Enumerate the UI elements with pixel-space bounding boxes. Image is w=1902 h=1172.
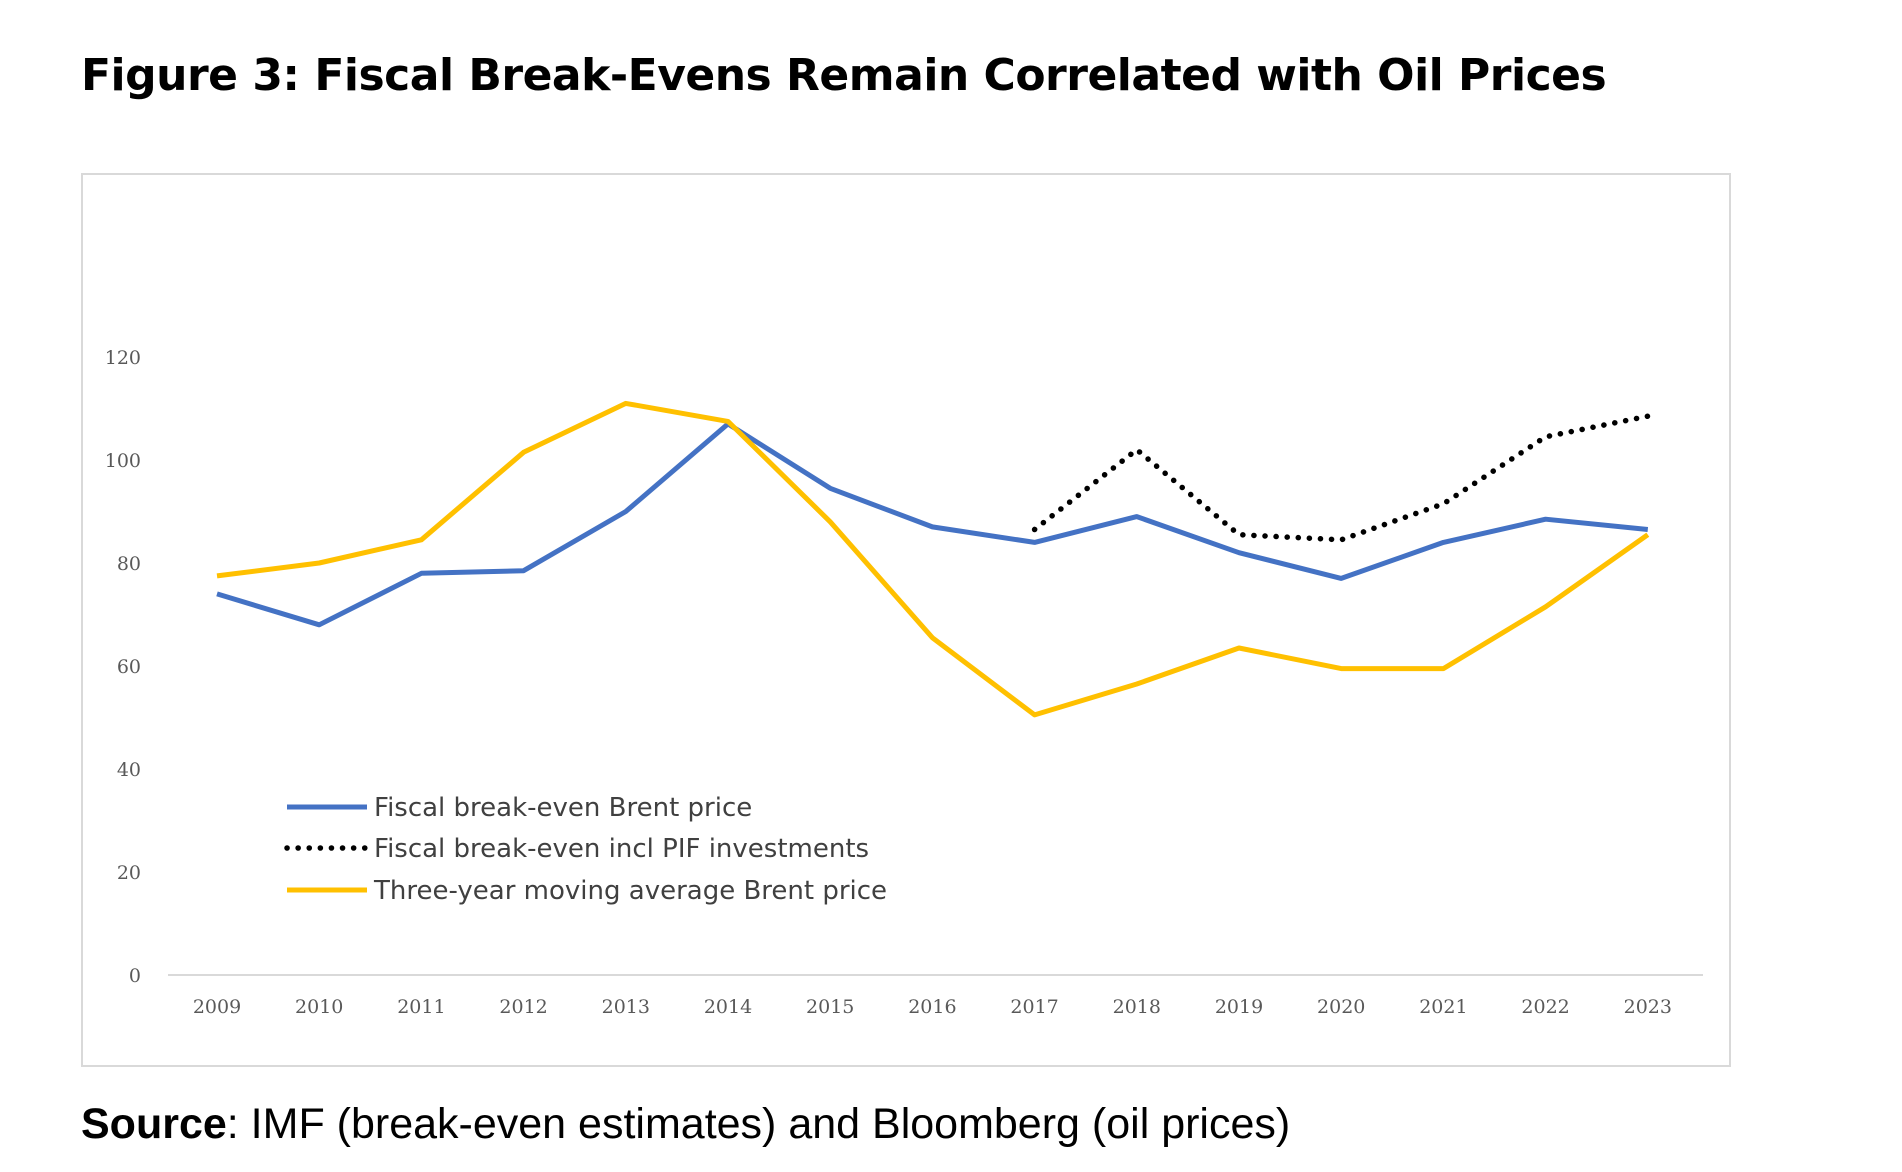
x-tick-label: 2023 bbox=[1624, 996, 1672, 1018]
x-axis-ticks: 2009 2010 2011 2012 2013 2014 2015 2016 2017 2018… bbox=[193, 996, 1672, 1018]
series-line-3 bbox=[216, 400, 1650, 718]
x-tick-label: 2014 bbox=[704, 996, 752, 1018]
series-line-2 bbox=[1031, 413, 1651, 543]
y-tick-label: 60 bbox=[117, 656, 141, 678]
y-tick-label: 40 bbox=[117, 759, 141, 781]
source-label: Source bbox=[81, 1100, 227, 1148]
series-line-1 bbox=[216, 421, 1649, 628]
y-tick-label: 100 bbox=[105, 450, 141, 472]
source-text: : IMF (break-even estimates) and Bloombe… bbox=[226, 1100, 1291, 1148]
series-lines bbox=[216, 400, 1651, 718]
y-tick-label: 0 bbox=[129, 965, 141, 987]
x-tick-label: 2016 bbox=[908, 996, 956, 1018]
y-tick-label: 20 bbox=[117, 862, 141, 884]
x-tick-label: 2011 bbox=[397, 996, 445, 1018]
legend-label: Three-year moving average Brent price bbox=[373, 876, 887, 906]
x-tick-label: 2013 bbox=[602, 996, 650, 1018]
x-tick-label: 2019 bbox=[1215, 996, 1263, 1018]
x-tick-label: 2015 bbox=[806, 996, 854, 1018]
x-tick-label: 2010 bbox=[295, 996, 343, 1018]
y-tick-label: 80 bbox=[117, 553, 141, 575]
line-chart: 0 20 40 60 80 100 120 2009 2010 2011 2012 2013 2014… bbox=[105, 347, 1703, 1018]
x-tick-label: 2009 bbox=[193, 996, 241, 1018]
legend-label: Fiscal break-even Brent price bbox=[374, 793, 752, 823]
x-tick-label: 2017 bbox=[1010, 996, 1058, 1018]
x-tick-label: 2021 bbox=[1419, 996, 1467, 1018]
x-tick-label: 2022 bbox=[1521, 996, 1569, 1018]
x-tick-label: 2012 bbox=[499, 996, 547, 1018]
figure-title: Figure 3: Fiscal Break-Evens Remain Corr… bbox=[81, 50, 1607, 101]
legend-label: Fiscal break-even incl PIF investments bbox=[374, 834, 869, 864]
chart-area: 0 20 40 60 80 100 120 2009 2010 2011 2012 2013 2014… bbox=[81, 173, 1731, 1067]
legend: Fiscal break-even Brent price Fiscal brea… bbox=[284, 793, 887, 906]
y-axis-ticks: 0 20 40 60 80 100 120 bbox=[105, 347, 141, 987]
x-tick-label: 2020 bbox=[1317, 996, 1365, 1018]
x-tick-label: 2018 bbox=[1113, 996, 1161, 1018]
source-note: Source: IMF (break-even estimates) and B… bbox=[81, 1100, 1290, 1149]
y-tick-label: 120 bbox=[105, 347, 141, 369]
